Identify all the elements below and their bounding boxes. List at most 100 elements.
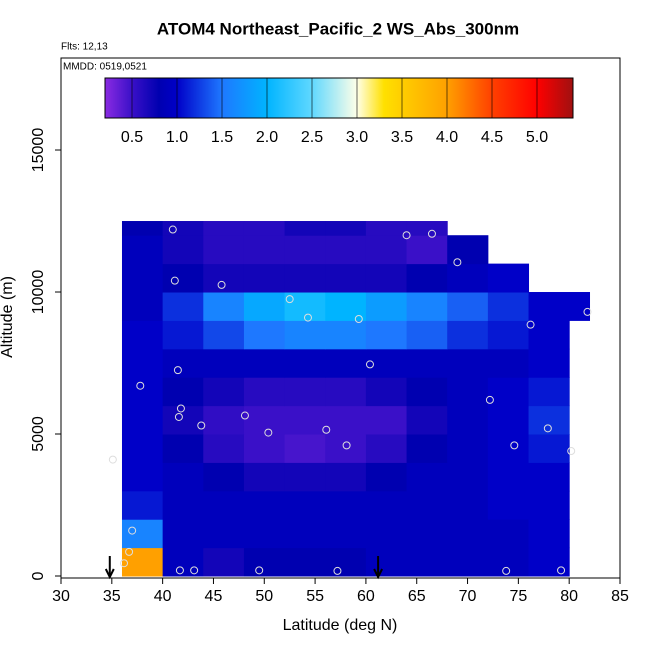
heat-cell	[284, 490, 326, 520]
heat-cell	[121, 348, 164, 378]
colorbar-tick-label: 5.0	[526, 129, 548, 146]
heat-cell	[365, 263, 408, 293]
x-tick-label: 85	[611, 588, 629, 605]
heat-cell	[121, 292, 164, 321]
heat-cell	[121, 519, 164, 549]
heat-cell	[406, 434, 448, 463]
flight-point	[136, 381, 145, 390]
heat-cell	[121, 235, 164, 265]
y-tick-label: 0	[30, 571, 47, 580]
heat-cell	[406, 235, 448, 265]
heat-cell	[447, 434, 489, 463]
heat-cell	[284, 547, 326, 577]
heat-cell	[325, 221, 367, 236]
heat-cell	[121, 405, 164, 435]
flight-point	[264, 428, 273, 437]
heat-cell	[162, 221, 204, 236]
heat-cell	[243, 348, 286, 378]
heat-cell	[447, 547, 489, 577]
x-tick-label: 70	[459, 588, 477, 605]
colorbar-tick-label: 1.0	[166, 129, 188, 146]
flight-point	[175, 566, 184, 575]
y-tick-label: 10000	[30, 270, 47, 315]
heat-cell	[365, 292, 408, 321]
heat-cell	[162, 263, 204, 293]
heat-cell	[284, 221, 326, 236]
x-tick-label: 45	[205, 588, 223, 605]
heat-cell	[406, 462, 448, 492]
flight-point	[128, 526, 137, 535]
heat-cell	[162, 519, 204, 549]
heat-cell	[365, 405, 408, 435]
heat-cell	[528, 348, 570, 378]
x-tick-label: 40	[154, 588, 172, 605]
heat-cell	[121, 490, 164, 520]
heat-cell	[284, 235, 326, 265]
heat-cell	[406, 263, 448, 293]
heat-cell	[487, 263, 530, 293]
heat-cell	[121, 377, 164, 407]
heat-cell	[487, 320, 530, 350]
heat-cell	[284, 519, 326, 549]
heat-cell	[284, 320, 326, 350]
heat-cell	[203, 377, 245, 407]
flight-point	[285, 295, 294, 304]
heat-cell	[325, 490, 367, 520]
flight-point	[453, 258, 462, 267]
flight-point	[197, 421, 206, 430]
y-axis-label: Altitude (m)	[0, 276, 16, 358]
heat-cell	[284, 377, 326, 407]
heat-cell	[487, 547, 530, 577]
heat-cell	[203, 519, 245, 549]
heat-cell	[203, 348, 245, 378]
heat-cell	[528, 462, 570, 492]
arrow-head	[104, 568, 115, 580]
flight-point	[190, 566, 199, 575]
heat-cell	[284, 434, 326, 463]
heat-cell	[487, 462, 530, 492]
heat-cell	[447, 320, 489, 350]
heat-cell	[365, 221, 408, 236]
heat-cell	[528, 490, 570, 520]
flight-point	[255, 566, 264, 575]
heat-cell	[447, 490, 489, 520]
heat-cell	[121, 320, 164, 350]
flight-point	[217, 280, 226, 289]
x-tick-label: 35	[103, 588, 121, 605]
colorbar	[104, 77, 574, 119]
heat-cell	[365, 519, 408, 549]
heat-cell	[487, 348, 530, 378]
heat-cell	[203, 320, 245, 350]
heat-cell	[121, 462, 164, 492]
heat-cell	[406, 547, 448, 577]
heat-cell	[447, 377, 489, 407]
heat-cell	[325, 235, 367, 265]
heat-cell	[325, 348, 367, 378]
heat-cell	[447, 462, 489, 492]
heat-cell	[365, 320, 408, 350]
colorbar-tick-label: 2.5	[301, 129, 323, 146]
heat-cell	[243, 292, 286, 321]
heat-cell	[365, 434, 408, 463]
plot-frame	[60, 57, 621, 579]
flight-point	[174, 412, 183, 421]
heat-cell	[162, 235, 204, 265]
heat-cell	[528, 519, 570, 549]
heat-cell	[162, 462, 204, 492]
heat-cell	[243, 235, 286, 265]
heat-cell	[284, 405, 326, 435]
arrow	[373, 556, 383, 580]
flight-point	[342, 441, 351, 450]
heat-cell	[528, 547, 570, 577]
heat-cell	[325, 519, 367, 549]
flight-point	[583, 307, 592, 316]
heat-cell	[121, 434, 164, 463]
x-tick-label: 30	[52, 588, 70, 605]
heat-cell	[243, 377, 286, 407]
heat-cell	[569, 292, 591, 321]
heat-cell	[528, 320, 570, 350]
heat-cell	[162, 405, 204, 435]
flight-point	[322, 425, 331, 434]
heat-cell	[406, 348, 448, 378]
